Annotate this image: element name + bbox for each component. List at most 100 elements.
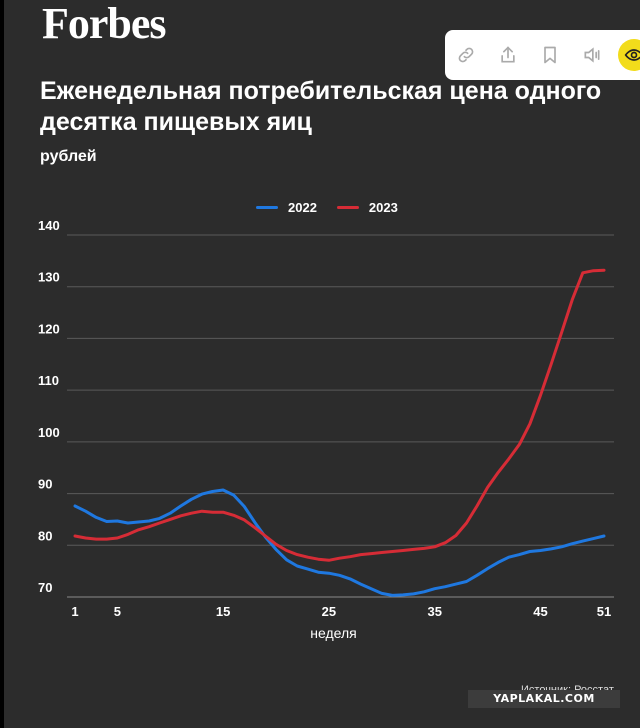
data-point-2023	[476, 505, 478, 507]
y-tick-label: 100	[38, 425, 60, 440]
data-point-2023	[455, 534, 457, 537]
data-point-2022	[74, 505, 76, 507]
data-point-2022	[539, 549, 542, 552]
data-point-2022	[359, 583, 362, 585]
data-point-2023	[243, 519, 246, 521]
data-point-2023	[317, 558, 320, 561]
data-point-2023	[222, 511, 224, 513]
data-point-2022	[560, 546, 563, 548]
data-point-2023	[402, 549, 404, 552]
data-point-2023	[381, 551, 383, 554]
data-point-2023	[296, 553, 298, 556]
x-tick-label: 45	[533, 604, 547, 619]
link-button[interactable]	[445, 30, 487, 80]
forbes-logo[interactable]: Forbes	[42, 0, 167, 48]
data-point-2023	[560, 331, 563, 334]
data-point-2023	[137, 528, 140, 531]
data-point-2023	[444, 541, 447, 544]
data-point-2023	[127, 533, 129, 536]
data-point-2022	[148, 520, 150, 522]
legend-label-2022: 2022	[288, 200, 317, 215]
data-point-2022	[254, 521, 256, 524]
data-point-2022	[232, 494, 235, 496]
data-point-2023	[592, 269, 595, 272]
share-button[interactable]	[487, 30, 529, 80]
data-point-2022	[582, 540, 584, 542]
data-point-2022	[158, 517, 161, 520]
data-point-2022	[201, 493, 203, 495]
data-point-2022	[95, 516, 97, 519]
data-point-2023	[158, 522, 161, 524]
data-point-2023	[232, 514, 235, 517]
data-point-2023	[465, 522, 468, 524]
data-point-2022	[222, 489, 224, 491]
x-tick-label: 15	[216, 604, 230, 619]
data-point-2022	[412, 593, 415, 595]
data-point-2023	[497, 471, 500, 474]
x-tick-label: 1	[71, 604, 78, 619]
legend-swatch-2022	[256, 206, 278, 209]
data-point-2023	[412, 548, 415, 551]
data-point-2022	[116, 520, 119, 522]
bookmark-button[interactable]	[529, 30, 571, 80]
data-point-2022	[338, 574, 341, 577]
data-point-2022	[518, 553, 521, 556]
data-point-2023	[285, 549, 288, 552]
y-tick-label: 140	[38, 218, 60, 233]
data-point-2022	[180, 505, 182, 507]
data-point-2023	[328, 559, 330, 562]
audio-icon	[584, 47, 600, 63]
data-point-2023	[603, 269, 605, 271]
y-tick-label: 80	[38, 528, 52, 543]
data-point-2022	[592, 537, 595, 540]
chart-title: Еженедельная потребительская цена одного…	[40, 77, 602, 136]
data-point-2023	[391, 550, 394, 553]
data-point-2022	[328, 572, 330, 575]
data-point-2022	[433, 587, 436, 590]
link-icon	[458, 47, 474, 63]
data-point-2023	[539, 394, 542, 397]
data-point-2022	[423, 591, 425, 593]
bookmark-icon	[544, 46, 556, 64]
data-point-2022	[296, 565, 298, 567]
data-point-2023	[550, 363, 552, 366]
data-point-2022	[497, 561, 500, 564]
legend-item-2023[interactable]: 2023	[336, 200, 398, 215]
data-point-2023	[349, 555, 351, 558]
data-point-2022	[381, 592, 383, 595]
x-tick-label: 25	[322, 604, 336, 619]
watermark: YAPLAKAL.COM	[468, 690, 620, 708]
data-point-2023	[571, 298, 574, 301]
data-point-2022	[529, 550, 531, 553]
data-point-2023	[423, 547, 425, 550]
data-point-2022	[306, 568, 309, 570]
x-tick-label: 5	[114, 604, 121, 619]
data-point-2022	[243, 505, 246, 508]
data-point-2022	[476, 574, 478, 577]
eye-button[interactable]	[613, 30, 640, 80]
data-point-2022	[603, 535, 605, 537]
data-point-2023	[582, 271, 584, 274]
data-point-2023	[433, 546, 436, 548]
x-tick-label: 51	[597, 604, 611, 619]
data-point-2023	[211, 511, 214, 513]
data-point-2022	[391, 594, 394, 597]
data-point-2022	[444, 585, 447, 588]
share-toolbar	[445, 30, 640, 80]
data-point-2022	[169, 512, 172, 515]
series-line-2022	[73, 488, 606, 597]
data-point-2023	[370, 552, 373, 555]
data-point-2022	[370, 587, 373, 590]
x-axis-label: неделя	[310, 625, 356, 641]
eye-icon	[618, 39, 640, 71]
data-point-2023	[180, 515, 182, 517]
chart-legend: 2022 2023	[256, 200, 418, 215]
legend-item-2022[interactable]: 2022	[256, 200, 317, 215]
audio-button[interactable]	[571, 30, 613, 80]
data-point-2022	[285, 558, 288, 561]
data-point-2022	[190, 498, 193, 501]
data-point-2022	[349, 578, 351, 580]
data-point-2023	[529, 422, 531, 425]
legend-label-2023: 2023	[368, 200, 398, 215]
